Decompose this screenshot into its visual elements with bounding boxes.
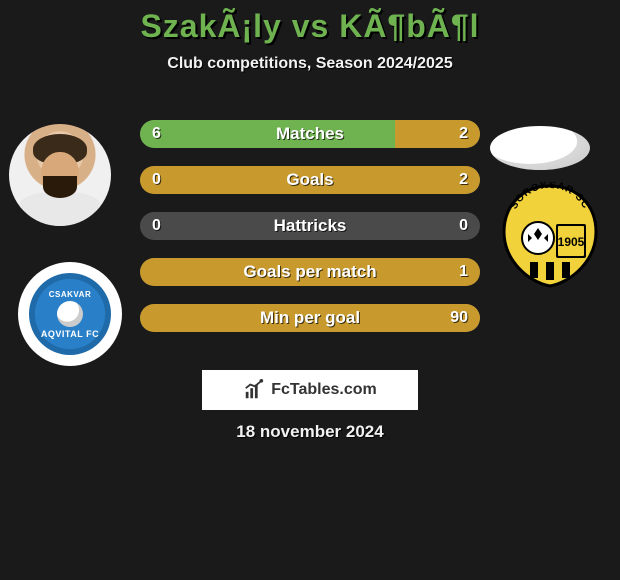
page-subtitle: Club competitions, Season 2024/2025 [0,55,620,73]
date-label: 18 november 2024 [0,422,620,442]
club-crest-right: SOROKSAR SC 1905 [500,182,600,288]
stat-label: Goals per match [140,258,480,286]
football-icon [57,301,83,327]
stat-row: 02Goals [140,166,480,194]
stat-label: Min per goal [140,304,480,332]
badge-left-top-text: CSAKVAR [49,290,91,299]
page-title: SzakÃ¡ly vs KÃ¶bÃ¶l [0,8,620,45]
comparison-chart: 62Matches 02Goals 00Hattricks 1Goals per ma… [140,120,480,350]
stat-row: 00Hattricks [140,212,480,240]
player-avatar-left [9,124,111,226]
crest-year: 1905 [558,235,585,249]
branding-text: FcTables.com [271,381,377,399]
stat-label: Hattricks [140,212,480,240]
stat-row: 1Goals per match [140,258,480,286]
branding-box: FcTables.com [202,370,418,410]
club-badge-left: CSAKVAR AQVITAL FC [18,262,122,366]
stat-row: 90Min per goal [140,304,480,332]
player-avatar-right-placeholder [490,126,590,170]
stat-label: Goals [140,166,480,194]
chart-logo-icon [243,379,265,401]
badge-left-bottom-text: AQVITAL FC [41,329,99,339]
stat-label: Matches [140,120,480,148]
stat-row: 62Matches [140,120,480,148]
